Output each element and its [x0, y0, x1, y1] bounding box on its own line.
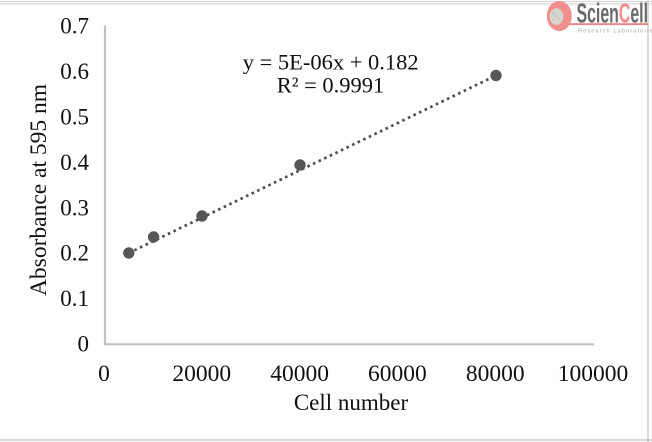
svg-text:Absorbance at 595 nm: Absorbance at 595 nm [26, 84, 52, 296]
svg-text:0.2: 0.2 [60, 241, 89, 266]
svg-text:y = 5E-06x + 0.182: y = 5E-06x + 0.182 [243, 50, 419, 75]
svg-text:80000: 80000 [466, 361, 525, 387]
svg-text:0: 0 [78, 332, 90, 357]
svg-text:20000: 20000 [172, 361, 231, 387]
svg-text:Cell number: Cell number [294, 390, 409, 415]
svg-text:0: 0 [98, 361, 110, 387]
svg-text:0.6: 0.6 [60, 59, 89, 84]
svg-text:0.5: 0.5 [60, 105, 89, 130]
svg-text:0.7: 0.7 [60, 14, 89, 39]
svg-text:0.1: 0.1 [60, 286, 89, 311]
svg-text:60000: 60000 [368, 361, 427, 387]
svg-text:R² = 0.9991: R² = 0.9991 [277, 73, 385, 98]
svg-text:40000: 40000 [270, 361, 329, 387]
svg-text:0.3: 0.3 [60, 195, 89, 220]
svg-text:0.4: 0.4 [60, 150, 89, 175]
svg-text:100000: 100000 [558, 361, 629, 387]
svg-text:Research Laboratories: Research Laboratories [578, 29, 652, 35]
svg-text:ScienCell: ScienCell [577, 0, 649, 29]
